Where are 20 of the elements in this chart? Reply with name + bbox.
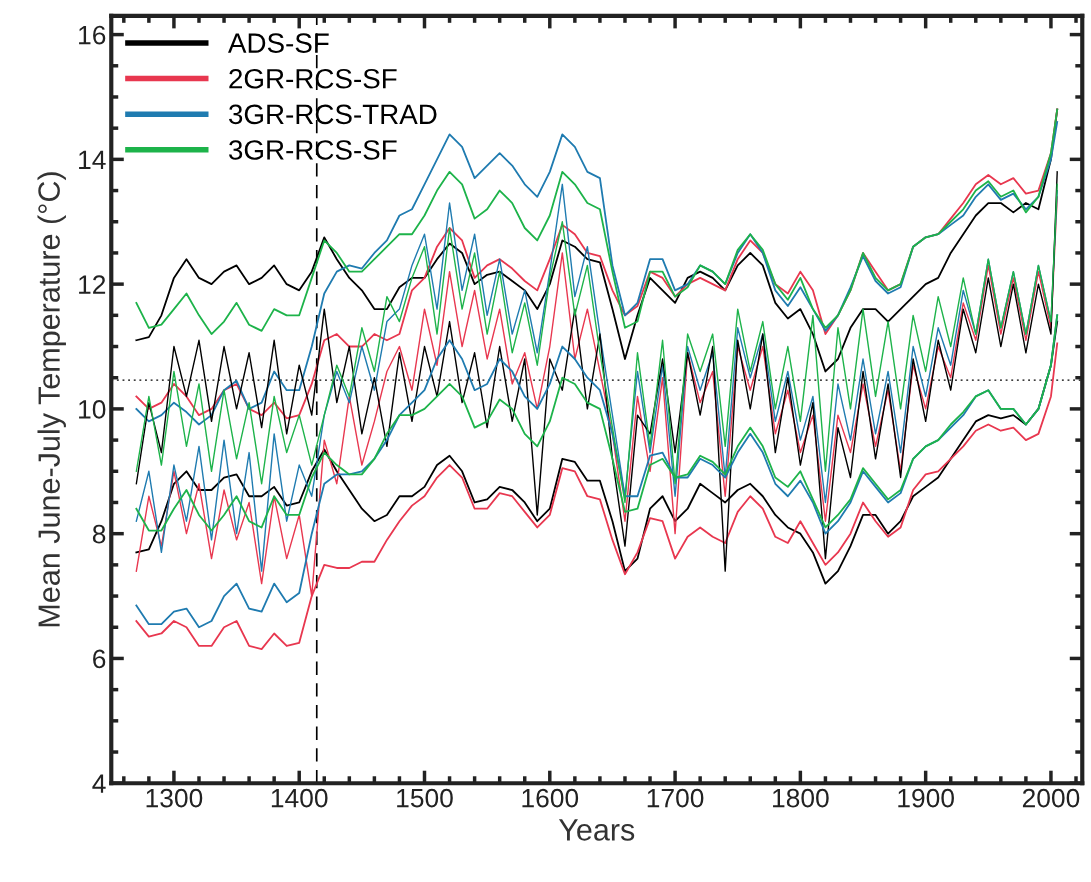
x-tick-label: 1300 [146, 788, 203, 808]
x-tick-label: 1900 [898, 788, 954, 808]
legend-label: 2GR-RCS-SF [229, 68, 397, 89]
x-tick-label: 1800 [773, 788, 829, 808]
y-tick-label: 12 [79, 275, 106, 294]
y-tick-label: 8 [92, 524, 106, 544]
y-tick-label: 10 [79, 400, 106, 419]
x-tick-label: 1600 [522, 788, 579, 808]
y-tick-label: 14 [79, 150, 106, 169]
x-tick-label: 1500 [397, 788, 453, 808]
y-tick-label: 4 [92, 774, 106, 793]
legend-label: ADS-SF [228, 33, 329, 53]
y-axis-title: Mean June-July Temperature (°C) [37, 172, 66, 627]
y-tick-label: 16 [79, 25, 106, 45]
x-tick-label: 2000 [1022, 788, 1080, 808]
legend-label: 3GR-RCS-TRAD [229, 104, 437, 125]
x-axis-title: Years [558, 819, 635, 841]
y-tick-label: 6 [93, 649, 106, 669]
x-tick-label: 1700 [647, 788, 704, 808]
x-tick-label: 1400 [271, 788, 328, 808]
